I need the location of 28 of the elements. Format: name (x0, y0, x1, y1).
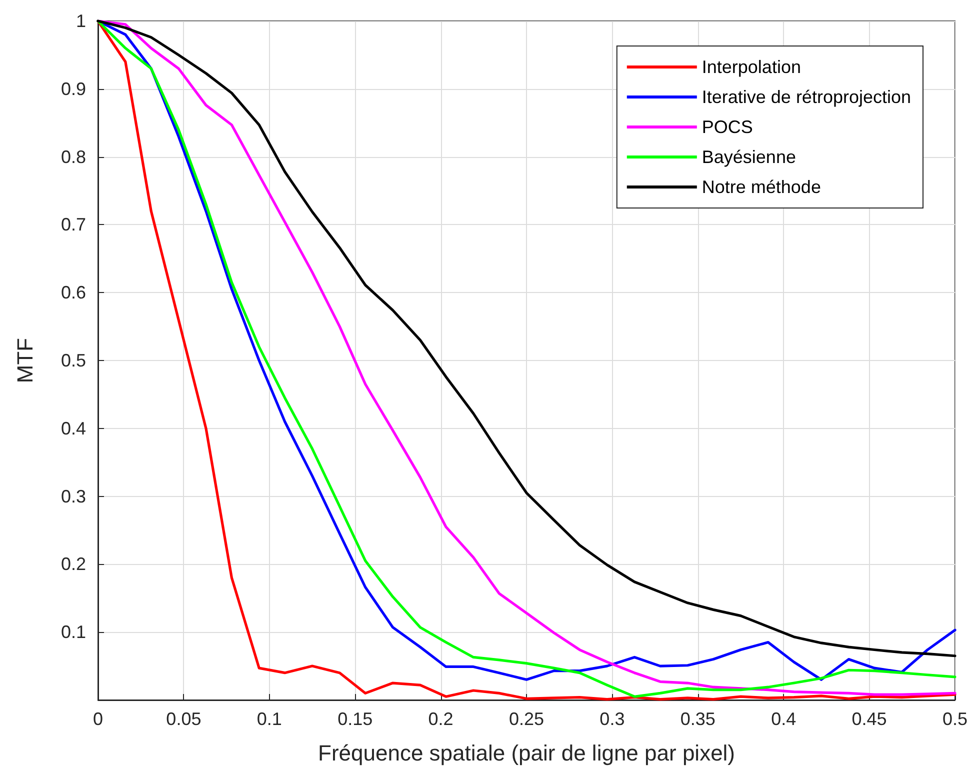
x-tick-label: 0.4 (771, 709, 796, 729)
x-tick-label: 0.5 (942, 709, 968, 729)
legend-label: POCS (702, 117, 753, 137)
y-tick-label: 0.3 (60, 486, 86, 506)
y-tick-label: 0.2 (60, 554, 86, 574)
x-axis-title: Fréquence spatiale (pair de ligne par pixel) (318, 740, 736, 766)
y-tick-label: 0.7 (60, 214, 86, 235)
x-tick-label: 0.05 (166, 709, 202, 729)
x-tick-label: 0.2 (428, 709, 454, 729)
legend-label: Bayésienne (702, 147, 796, 167)
y-tick-label: 0.4 (60, 418, 86, 438)
y-axis-title: MTF (12, 338, 38, 384)
x-tick-label: 0.35 (680, 709, 716, 729)
y-tick-label: 0.5 (60, 350, 86, 370)
y-tick-label: 0.6 (60, 282, 86, 303)
y-tick-label: 0.9 (60, 78, 86, 99)
x-tick-label: 0.25 (508, 709, 544, 729)
x-tick-label: 0.45 (852, 709, 887, 729)
x-tick-label: 0.15 (338, 709, 373, 729)
y-tick-label: 1 (76, 11, 86, 31)
y-tick-label: 0.1 (60, 622, 86, 642)
x-tick-label: 0.3 (600, 709, 625, 729)
x-tick-label: 0.1 (256, 709, 282, 729)
y-tick-label: 0.8 (60, 146, 86, 167)
x-tick-label: 0 (92, 709, 104, 729)
legend-label: Iterative de rétroprojection (702, 87, 911, 107)
legend-label: Interpolation (702, 57, 801, 77)
legend-label: Notre méthode (702, 177, 821, 197)
